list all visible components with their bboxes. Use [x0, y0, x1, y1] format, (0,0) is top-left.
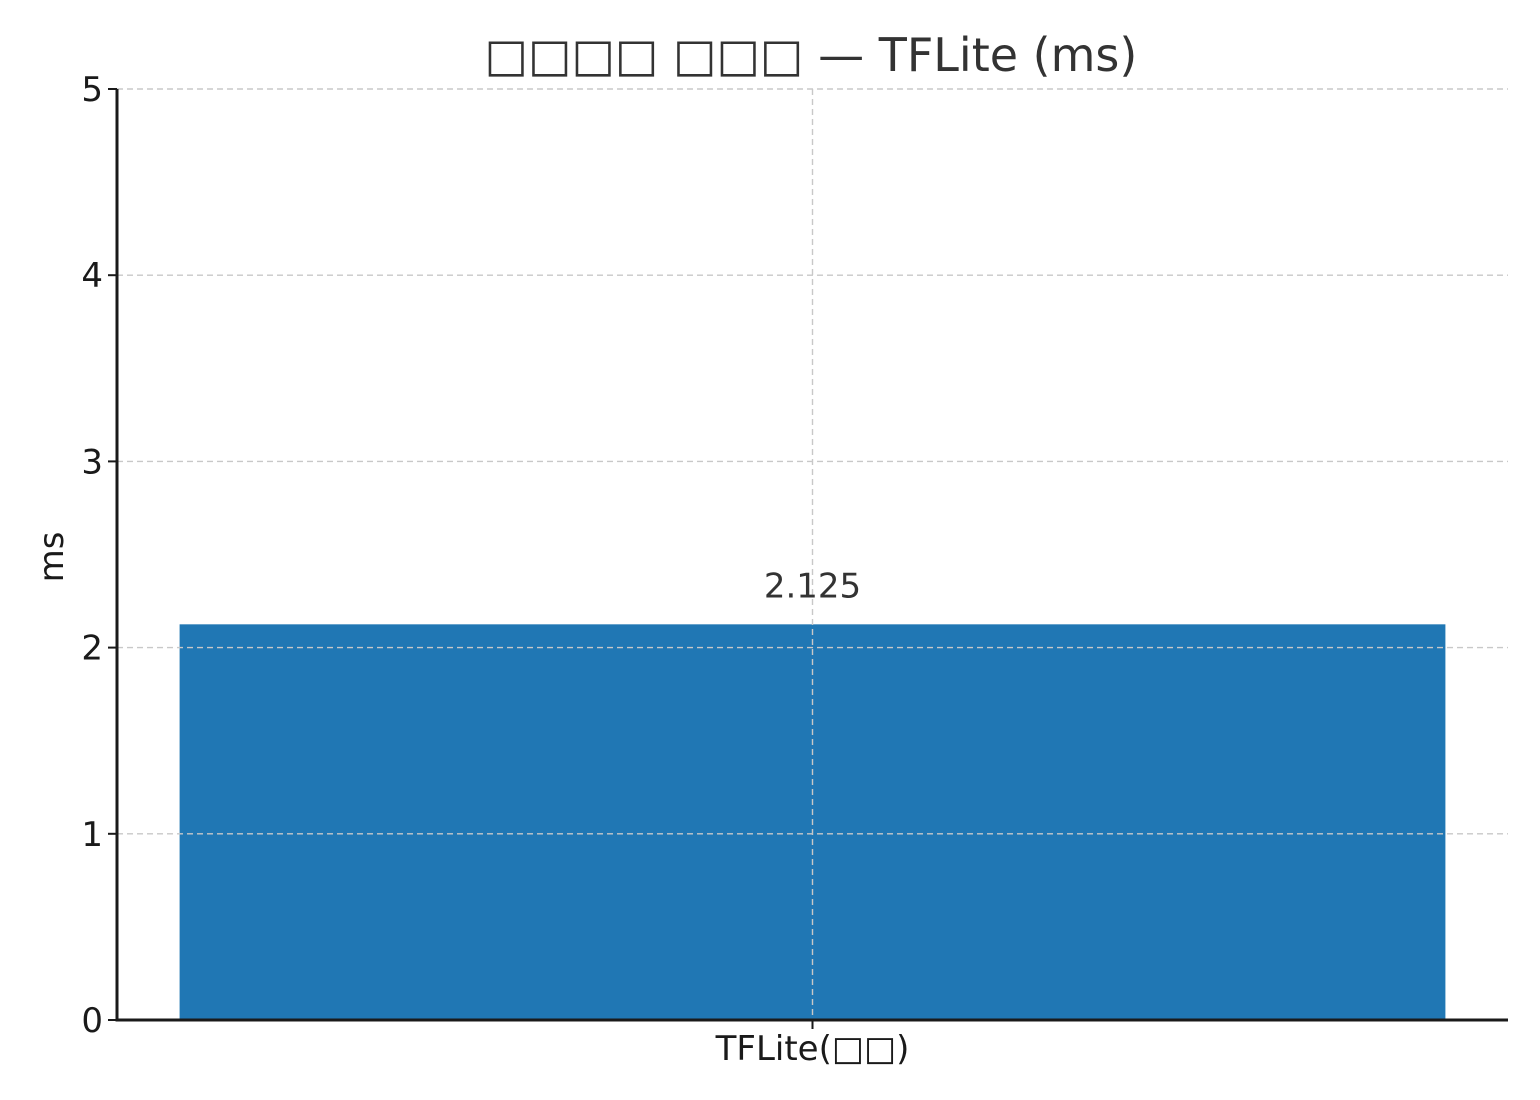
y-tick-label: 5: [81, 70, 103, 110]
y-tick-label: 3: [81, 442, 103, 482]
y-tick-label: 1: [81, 815, 103, 855]
chart-title: □□□□ □□□ — TFLite (ms): [485, 28, 1138, 82]
y-tick-label: 2: [81, 629, 103, 669]
y-axis-label: ms: [32, 532, 72, 583]
bar-value-label: 2.125: [764, 566, 861, 606]
y-tick-label: 4: [81, 256, 103, 296]
labels: 0 1 2 3 4 5 TFLite(□□) 2.125: [81, 70, 909, 1069]
axes: [108, 88, 1508, 1029]
y-tick-label: 0: [81, 1001, 103, 1041]
x-tick-label: TFLite(□□): [715, 1029, 910, 1069]
grid: [117, 88, 1508, 1020]
